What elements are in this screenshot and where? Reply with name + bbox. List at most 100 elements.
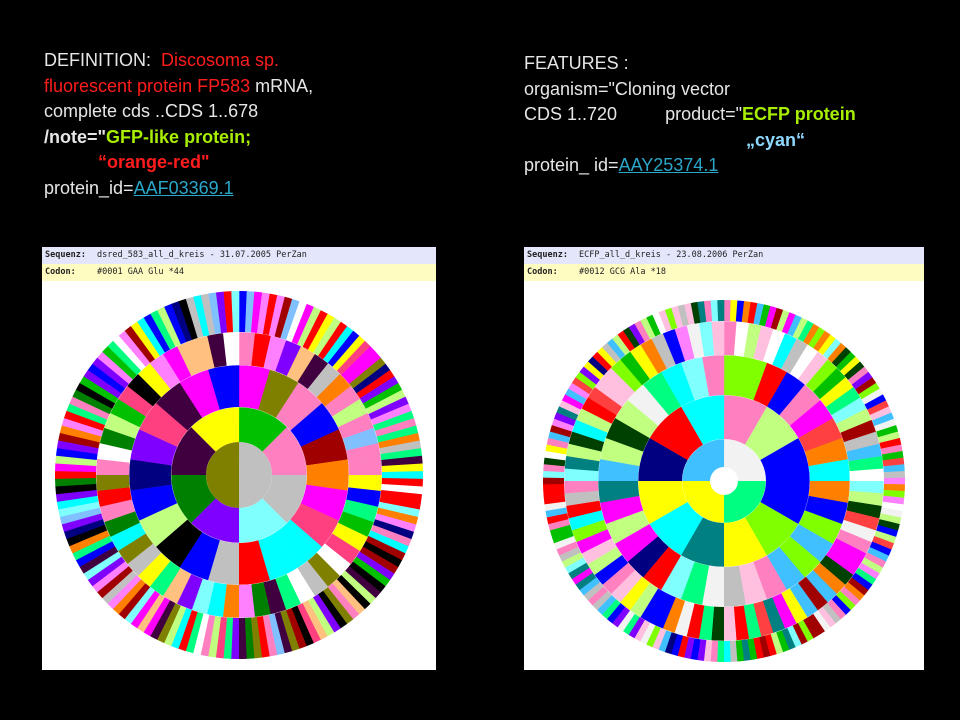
wheel-segment[interactable] (378, 501, 420, 518)
wheel-segment[interactable] (306, 459, 349, 491)
wheel-segment[interactable] (780, 588, 808, 624)
wheel-segment[interactable] (250, 291, 263, 334)
wheel-segment[interactable] (881, 451, 904, 461)
wheel-segment[interactable] (664, 307, 678, 330)
wheel-segment[interactable] (118, 330, 151, 367)
wheel-segment[interactable] (627, 536, 669, 578)
wheel-segment[interactable] (75, 540, 116, 567)
wheel-segment[interactable] (332, 335, 366, 371)
wheel-segment[interactable] (72, 389, 113, 415)
wheel-segment[interactable] (698, 605, 715, 641)
wheel-segment[interactable] (640, 338, 668, 374)
wheel-segment[interactable] (348, 458, 383, 476)
wheel-segment[interactable] (831, 347, 852, 368)
wheel-segment[interactable] (874, 530, 897, 544)
wheel-segment[interactable] (674, 600, 695, 637)
wheel-segment[interactable] (812, 562, 846, 595)
wheel-segment[interactable] (208, 292, 222, 335)
wheel-segment[interactable] (381, 463, 423, 473)
wheel-segment[interactable] (127, 543, 162, 577)
wheel-segment[interactable] (256, 292, 271, 335)
wheel-segment[interactable] (102, 345, 138, 380)
wheel-segment[interactable] (877, 519, 900, 531)
wheel-segment[interactable] (723, 481, 766, 523)
wheel-segment[interactable] (297, 353, 329, 390)
wheel-segment[interactable] (356, 551, 395, 581)
wheel-segment[interactable] (185, 296, 204, 339)
wheel-segment[interactable] (640, 622, 656, 645)
wheel-segment[interactable] (290, 402, 340, 447)
wheel-segment[interactable] (55, 489, 98, 502)
wheel-segment[interactable] (628, 616, 645, 639)
wheel-segment[interactable] (558, 546, 581, 562)
wheel-segment[interactable] (605, 510, 650, 544)
wheel-segment[interactable] (381, 483, 423, 495)
wheel-segment[interactable] (753, 637, 764, 659)
wheel-segment[interactable] (735, 640, 745, 662)
wheel-segment[interactable] (819, 377, 854, 408)
wheel-segment[interactable] (724, 395, 768, 445)
wheel-segment[interactable] (629, 344, 659, 380)
wheel-segment[interactable] (548, 431, 571, 443)
wheel-segment[interactable] (338, 511, 374, 538)
wheel-segment[interactable] (285, 607, 307, 649)
wheel-segment[interactable] (805, 570, 838, 603)
wheel-segment[interactable] (649, 501, 703, 556)
wheel-segment[interactable] (380, 489, 422, 503)
wheel-segment[interactable] (592, 590, 612, 611)
wheel-segment[interactable] (735, 300, 745, 323)
wheel-segment[interactable] (113, 335, 146, 371)
wheel-segment[interactable] (724, 355, 747, 397)
wheel-segment[interactable] (614, 399, 659, 438)
wheel-segment[interactable] (543, 489, 565, 498)
wheel-segment[interactable] (664, 632, 678, 655)
wheel-segment[interactable] (827, 599, 846, 620)
wheel-segment[interactable] (239, 332, 256, 366)
wheel-segment[interactable] (286, 568, 316, 604)
wheel-segment[interactable] (103, 511, 140, 538)
wheel-segment[interactable] (251, 332, 272, 368)
wheel-segment[interactable] (846, 443, 883, 462)
wheel-segment[interactable] (817, 606, 836, 628)
wheel-segment[interactable] (262, 426, 308, 476)
wheel-segment[interactable] (568, 510, 605, 531)
wheel-segment[interactable] (155, 382, 203, 431)
wheel-segment[interactable] (190, 407, 240, 452)
wheel-segment[interactable] (79, 376, 119, 404)
wheel-segment[interactable] (87, 363, 126, 394)
wheel-segment[interactable] (876, 524, 899, 538)
wheel-segment[interactable] (130, 429, 178, 466)
wheel-segment[interactable] (617, 610, 635, 632)
wheel-segment[interactable] (317, 590, 348, 629)
wheel-segment[interactable] (594, 554, 629, 585)
wheel-segment[interactable] (840, 419, 877, 443)
wheel-segment[interactable] (239, 365, 271, 410)
wheel-segment[interactable] (879, 513, 902, 525)
wheel-segment[interactable] (771, 593, 797, 629)
wheel-segment[interactable] (587, 386, 623, 416)
wheel-segment[interactable] (565, 388, 587, 405)
wheel-segment[interactable] (871, 536, 894, 550)
wheel-segment[interactable] (848, 490, 884, 507)
wheel-segment[interactable] (543, 483, 565, 492)
wheel-segment[interactable] (375, 418, 417, 437)
wheel-segment[interactable] (130, 590, 160, 629)
wheel-segment[interactable] (69, 530, 110, 554)
wheel-segment[interactable] (170, 607, 192, 649)
wheel-segment[interactable] (690, 638, 701, 661)
wheel-segment[interactable] (775, 630, 790, 653)
wheel-segment[interactable] (724, 300, 732, 322)
wheel-segment[interactable] (300, 429, 348, 466)
wheel-segment[interactable] (764, 634, 777, 657)
wheel-segment[interactable] (370, 403, 412, 426)
wheel-segment[interactable] (352, 556, 391, 587)
wheel-segment[interactable] (296, 603, 321, 644)
wheel-segment[interactable] (861, 388, 884, 405)
wheel-segment[interactable] (92, 561, 129, 593)
wheel-segment[interactable] (342, 499, 379, 523)
wheel-segment[interactable] (544, 501, 567, 511)
wheel-segment[interactable] (258, 369, 299, 418)
wheel-segment[interactable] (568, 431, 605, 452)
wheel-segment[interactable] (818, 334, 837, 356)
wheel-segment[interactable] (376, 425, 419, 443)
